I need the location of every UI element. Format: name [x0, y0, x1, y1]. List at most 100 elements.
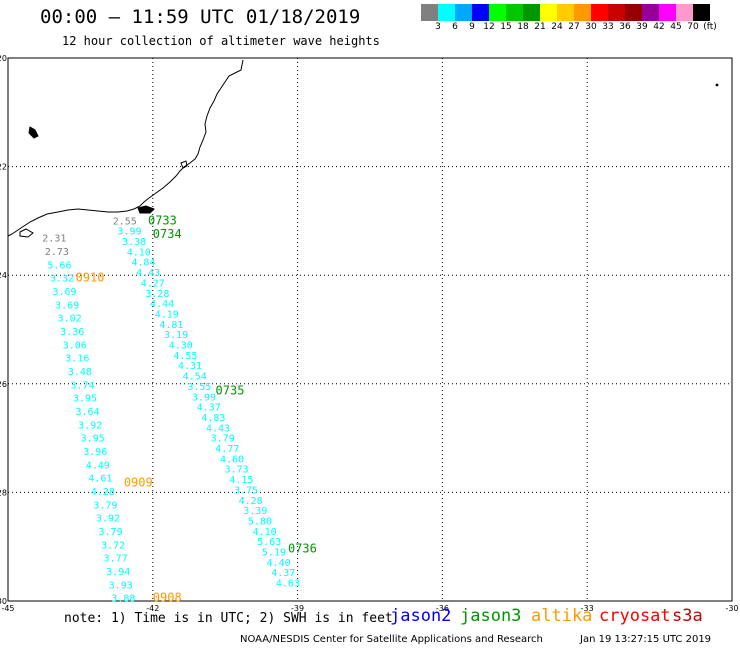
color-swatch — [608, 4, 625, 21]
color-swatch — [455, 4, 472, 21]
color-scale-label: 70 — [687, 22, 699, 32]
latitude-tick-label: -28 — [0, 488, 7, 497]
altika-track-value-label: 3.79 — [99, 527, 123, 538]
latitude-tick-label: -22 — [0, 163, 7, 172]
jason3-track-pass-time-label: 0736 — [288, 541, 317, 555]
color-swatch — [676, 4, 693, 21]
jason3-track-value-label: 4.77 — [215, 444, 239, 455]
altika-track-value-label: 3.94 — [106, 567, 130, 578]
jason3-track-value-label: 3.73 — [225, 465, 249, 476]
altika-track-value-label: 5.66 — [47, 260, 71, 271]
longitude-tick-label: -30 — [725, 604, 738, 613]
jason3-track-value-label: 4.44 — [150, 299, 174, 310]
color-scale-label: 18 — [517, 22, 529, 32]
color-swatch — [659, 4, 676, 21]
jason3-track-value-label: 3.19 — [164, 330, 188, 341]
jason3-track-pass-time-label: 0733 — [148, 213, 177, 227]
jason3-track-value-label: 3.99 — [192, 392, 216, 403]
longitude-tick-label: -33 — [581, 604, 594, 613]
jason3-track-value-label: 4.10 — [253, 527, 277, 538]
color-swatch — [557, 4, 574, 21]
satellite-legend-altika: altika — [531, 606, 593, 626]
altika-track-value-label: 3.92 — [96, 514, 120, 525]
jason3-track-value-label: 4.81 — [159, 320, 183, 331]
altika-track-value-label: 3.88 — [111, 594, 135, 605]
jason3-track-value-label: 4.63 — [276, 579, 300, 590]
color-scale-label: 27 — [568, 22, 580, 32]
color-scale-label: 9 — [469, 22, 475, 32]
color-scale-label: 30 — [585, 22, 597, 32]
altika-track-value-label: 3.69 — [53, 287, 77, 298]
jason3-track-value-label: 4.43 — [136, 268, 160, 279]
latitude-tick-label: -20 — [0, 54, 7, 63]
color-swatch — [693, 4, 710, 21]
altika-track-value-label: 2.31 — [42, 234, 66, 245]
jason3-track-pass-time-label: 0734 — [153, 227, 182, 241]
jason3-track-value-label: 4.37 — [197, 403, 221, 414]
altika-track-value-label: 4.49 — [86, 460, 110, 471]
jason3-track-value-label: 4.15 — [229, 475, 253, 486]
color-scale-label: 3 — [435, 22, 441, 32]
color-scale-label: 42 — [653, 22, 665, 32]
color-scale-label: (ft) — [703, 22, 717, 32]
altika-track-value-label: 3.72 — [101, 540, 125, 551]
altika-track-value-label: 3.93 — [109, 580, 133, 591]
altika-track-value-label: 2.73 — [45, 247, 69, 258]
jason3-track-value-label: 3.38 — [122, 237, 146, 248]
color-swatch — [642, 4, 659, 21]
altika-track-pass-time-label: 0910 — [76, 270, 105, 284]
jason3-track-value-label: 3.28 — [145, 289, 169, 300]
color-scale-labels: 3 6 9 12 15 18 21 24 27 30 33 36 39 42 45 70 (ft) — [421, 22, 740, 36]
longitude-tick-label: -39 — [291, 604, 304, 613]
altika-track-value-label: 3.95 — [73, 394, 97, 405]
page-subtitle: 12 hour collection of altimeter wave hei… — [62, 34, 380, 48]
altika-track-value-label: 3.16 — [65, 354, 89, 365]
altika-track-value-label: 3.92 — [78, 420, 102, 431]
color-scale-label: 39 — [636, 22, 648, 32]
color-scale-label: 21 — [534, 22, 546, 32]
jason3-track-value-label: 4.27 — [141, 278, 165, 289]
altika-track-value-label: 3.36 — [60, 327, 84, 338]
color-scale-label: 36 — [619, 22, 631, 32]
bay-outline — [137, 205, 155, 214]
footer-timestamp: Jan 19 13:27:15 UTC 2019 — [580, 634, 712, 645]
color-swatch — [506, 4, 523, 21]
jason3-track-value-label: 4.60 — [220, 454, 244, 465]
color-scale-label: 15 — [500, 22, 512, 32]
longitude-tick-label: -45 — [1, 604, 14, 613]
color-swatch — [523, 4, 540, 21]
altika-track-value-label: 3.48 — [68, 367, 92, 378]
jason3-track-value-label: 4.55 — [173, 351, 197, 362]
jason3-track-value-label: 4.40 — [267, 558, 291, 569]
color-swatch — [591, 4, 608, 21]
coastline — [7, 59, 244, 237]
jason3-track-value-label: 5.63 — [257, 537, 281, 548]
island-outline — [28, 126, 39, 139]
jason3-track-value-label: 4.31 — [178, 361, 202, 372]
altika-track-value-label: 3.77 — [104, 554, 128, 565]
altika-track-value-label: 3.02 — [58, 314, 82, 325]
latitude-tick-label: -26 — [0, 380, 7, 389]
jason3-track-value-label: 3.75 — [234, 485, 258, 496]
color-scale-label: 33 — [602, 22, 614, 32]
altika-track-value-label: 4.28 — [91, 487, 115, 498]
altika-track-value-label: 3.69 — [55, 300, 79, 311]
jason3-track-value-label: 3.79 — [211, 434, 235, 445]
jason3-track-value-label: 5.19 — [262, 547, 286, 558]
jason3-track-value-label: 3.39 — [243, 506, 267, 517]
color-scale-label: 24 — [551, 22, 563, 32]
jason3-track-value-label: 3.99 — [117, 227, 141, 238]
altika-track-value-label: 3.74 — [70, 380, 94, 391]
altika-track-pass-time-label: 0908 — [153, 591, 182, 605]
altika-track-value-label: 3.95 — [81, 434, 105, 445]
island-outline — [180, 160, 188, 169]
latitude-tick-label: -24 — [0, 271, 7, 280]
jason3-track-value-label: 4.19 — [155, 309, 179, 320]
altika-track-value-label: 3.32 — [50, 274, 74, 285]
altika-track-value-label: 3.79 — [93, 500, 117, 511]
jason3-track-value-label: 4.30 — [169, 341, 193, 352]
altika-track-value-label: 3.06 — [63, 340, 87, 351]
longitude-tick-label: -42 — [146, 604, 159, 613]
altika-track-value-label: 3.96 — [83, 447, 107, 458]
